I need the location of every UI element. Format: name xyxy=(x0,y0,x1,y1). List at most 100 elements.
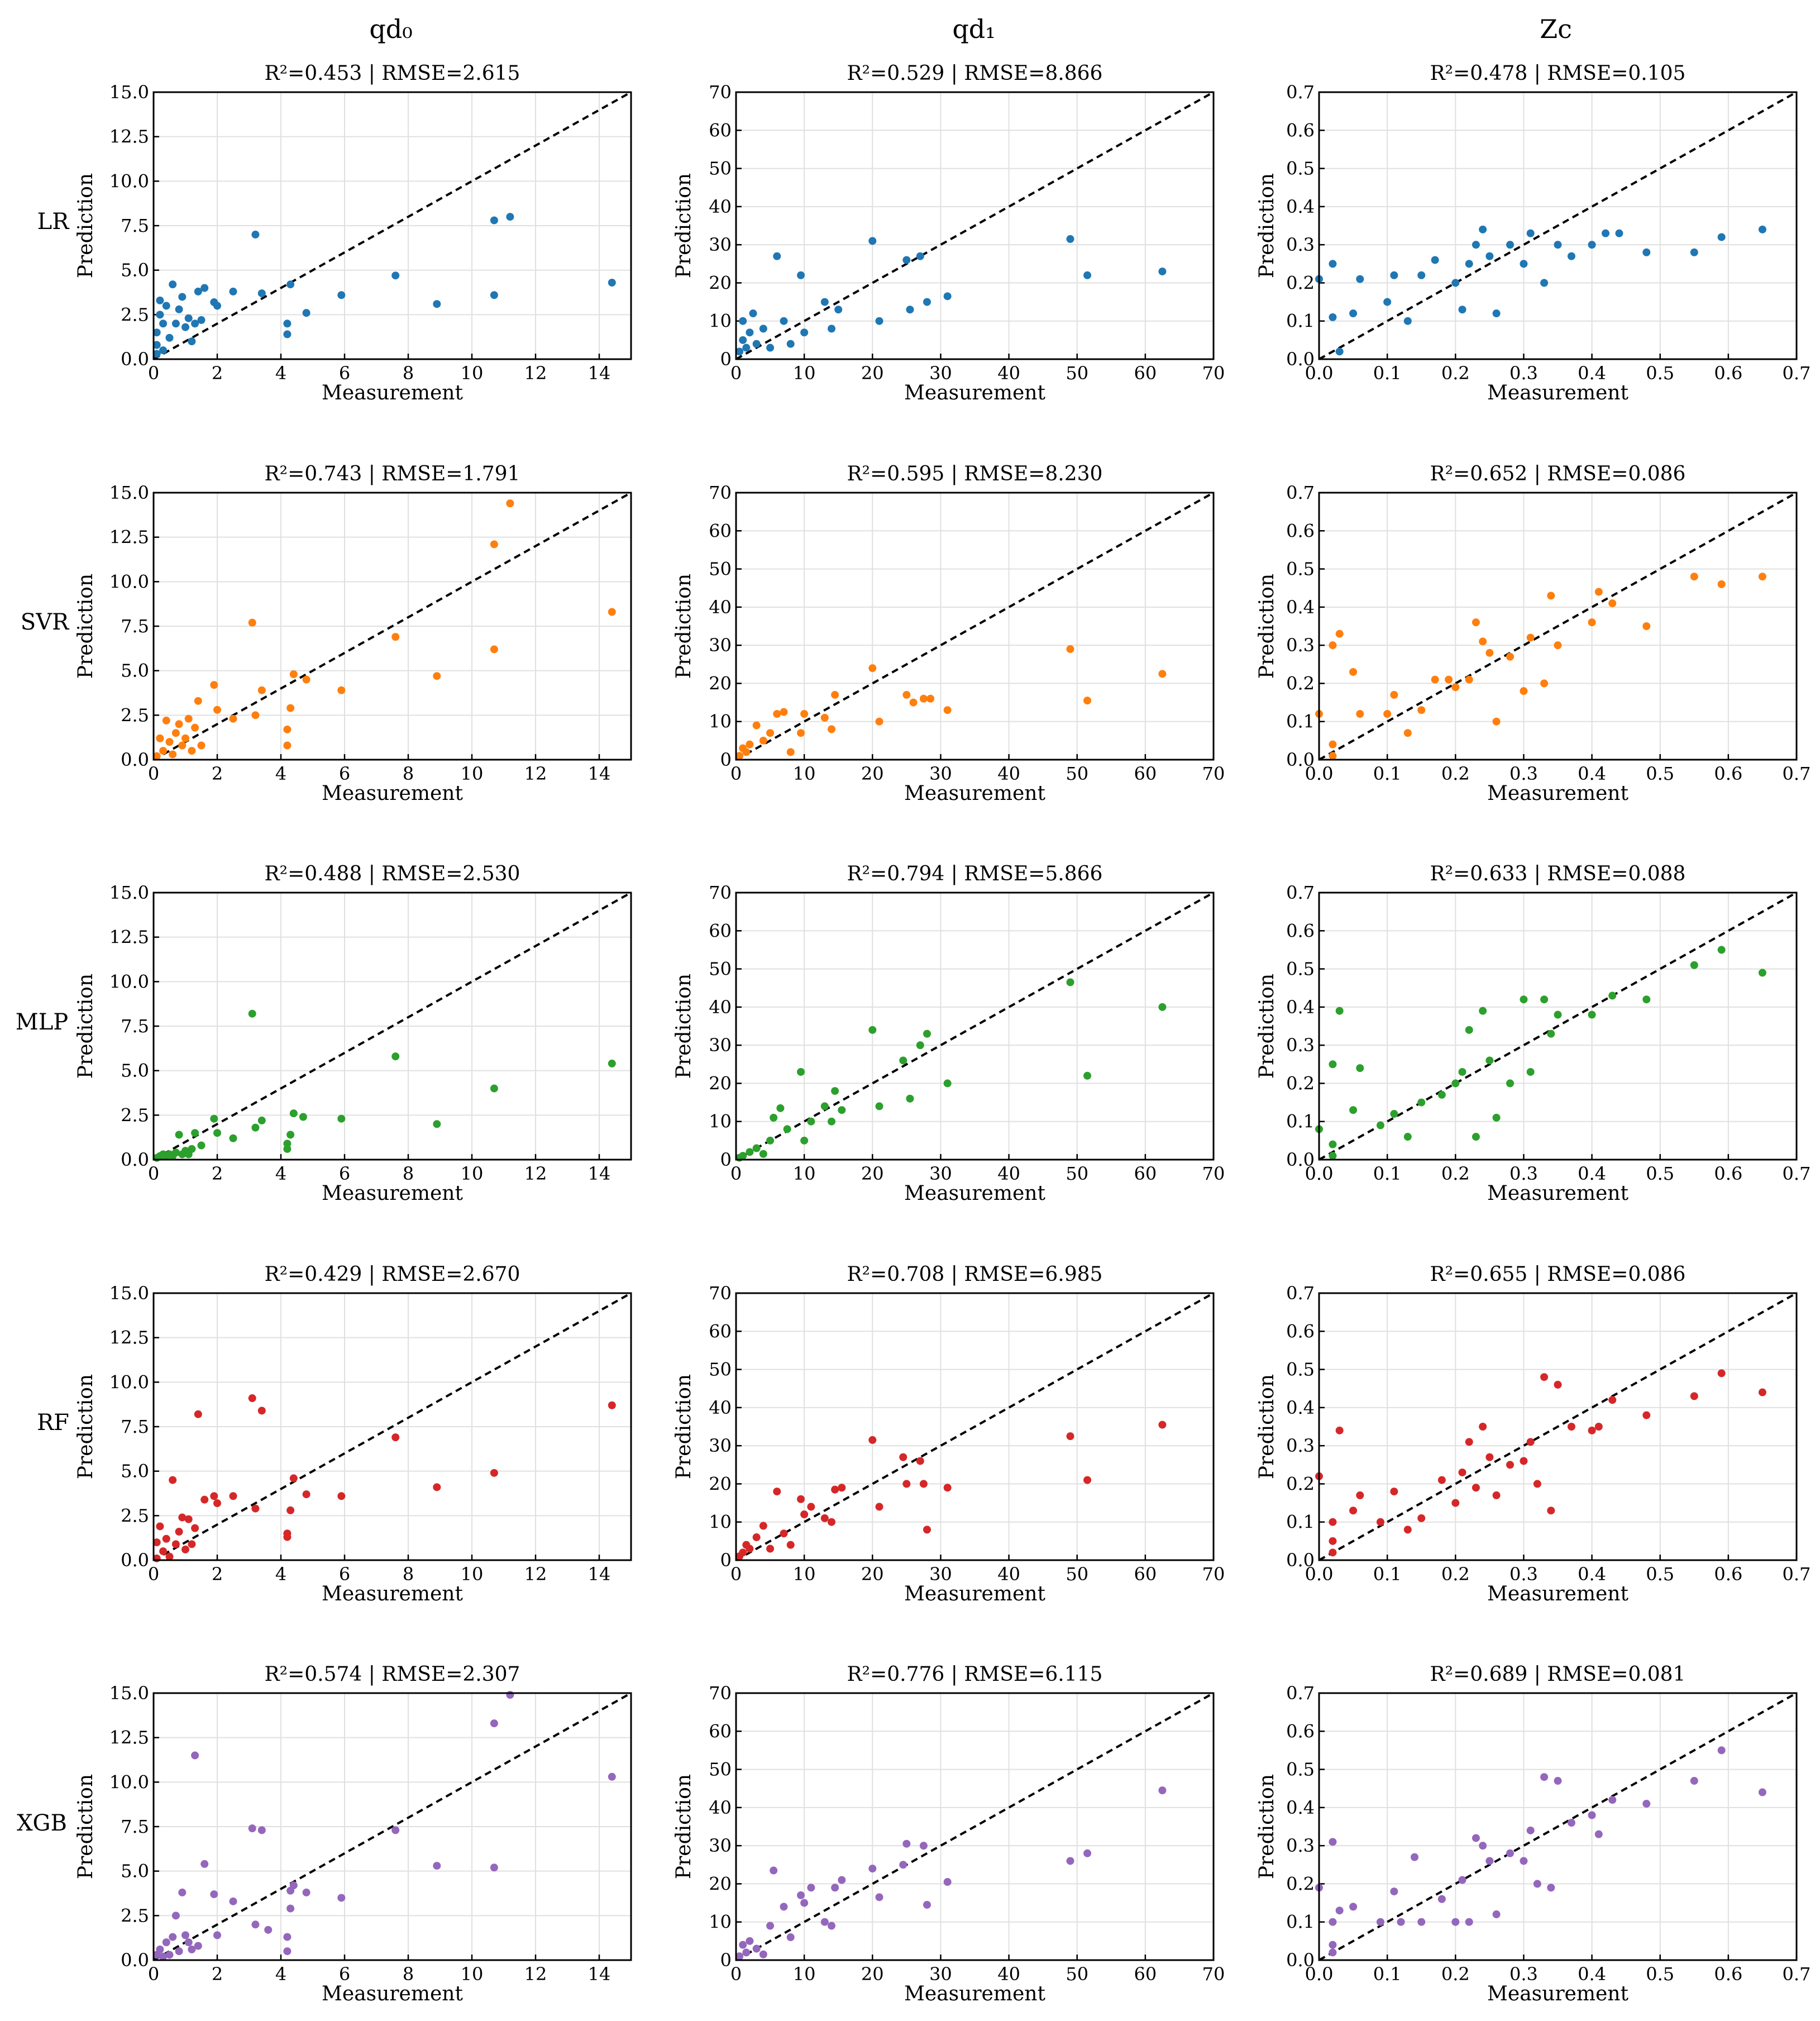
x-tick-label: 40 xyxy=(997,1963,1020,1985)
data-point xyxy=(433,1862,441,1870)
data-point xyxy=(746,1148,754,1156)
x-tick-label: 8 xyxy=(403,1163,414,1184)
x-tick-label: 0 xyxy=(730,1564,742,1585)
y-axis-label: Prediction xyxy=(1255,1774,1278,1879)
y-tick-label: 70 xyxy=(709,482,732,503)
data-point xyxy=(1356,1491,1364,1499)
data-point xyxy=(181,323,189,331)
row-label-rf: RF xyxy=(37,1410,69,1436)
data-point xyxy=(1437,1895,1446,1903)
data-point xyxy=(1717,946,1726,954)
y-tick-label: 0.0 xyxy=(121,1550,149,1571)
data-point xyxy=(838,1876,846,1884)
data-point xyxy=(169,750,177,759)
data-point xyxy=(1451,279,1460,287)
x-tick-label: 0.0 xyxy=(1305,1163,1334,1184)
y-tick-label: 0.2 xyxy=(1286,673,1315,694)
data-point xyxy=(1485,1056,1494,1065)
x-tick-label: 6 xyxy=(339,1963,350,1985)
data-point xyxy=(807,1884,815,1892)
data-point xyxy=(171,1148,180,1157)
data-point xyxy=(943,1484,952,1492)
data-point xyxy=(776,1104,785,1112)
x-tick-label: 6 xyxy=(339,363,350,384)
y-axis-label: Prediction xyxy=(74,574,97,679)
data-point xyxy=(302,309,311,317)
data-point xyxy=(159,1547,168,1556)
data-point xyxy=(742,344,751,352)
data-point xyxy=(490,216,498,225)
data-point xyxy=(899,1453,907,1461)
y-tick-label: 2.5 xyxy=(121,704,149,726)
data-point xyxy=(165,1552,174,1561)
data-point xyxy=(1376,1918,1384,1926)
x-tick-label: 2 xyxy=(212,1163,223,1184)
data-point xyxy=(1588,1010,1596,1019)
x-tick-label: 12 xyxy=(524,1163,547,1184)
panel-rf-qd1: R²=0.708 | RMSE=6.985 0 10 20 30 40 50 60 70 0 10 2… xyxy=(672,1263,1225,1605)
data-point xyxy=(1066,645,1074,653)
y-tick-label: 0.6 xyxy=(1286,1321,1315,1342)
x-tick-label: 4 xyxy=(275,1564,286,1585)
data-point xyxy=(875,1893,883,1901)
x-tick-label: 14 xyxy=(588,1163,611,1184)
data-point xyxy=(152,1538,161,1547)
data-point xyxy=(1390,1110,1398,1118)
x-tick-label: 50 xyxy=(1066,763,1088,784)
y-axis-label: Prediction xyxy=(74,173,97,278)
x-tick-label: 0.5 xyxy=(1646,1564,1674,1585)
data-point xyxy=(759,1522,767,1530)
data-point xyxy=(1520,260,1528,268)
x-tick-label: 0.7 xyxy=(1783,763,1811,784)
data-point xyxy=(1390,271,1398,279)
x-tick-label: 12 xyxy=(524,763,547,784)
data-point xyxy=(820,1514,829,1522)
y-tick-label: 0 xyxy=(720,1949,732,1971)
identity-reference-line xyxy=(1319,1292,1797,1561)
data-point xyxy=(916,1041,924,1050)
identity-reference-line xyxy=(153,1692,632,1961)
plot-frame xyxy=(1318,1292,1798,1561)
panel-title-xgb-qd1: R²=0.776 | RMSE=6.115 xyxy=(847,1663,1103,1686)
data-point xyxy=(773,1488,781,1496)
data-point xyxy=(171,1912,180,1920)
panel-mlp-zc: R²=0.633 | RMSE=0.088 0.0 0.1 0.2 0.3 0.4 0.5 0… xyxy=(1255,862,1811,1205)
data-point xyxy=(229,287,237,295)
x-tick-label: 8 xyxy=(403,363,414,384)
y-tick-label: 20 xyxy=(709,1473,732,1494)
data-point xyxy=(766,1136,775,1145)
data-point xyxy=(191,320,199,328)
x-tick-label: 20 xyxy=(861,1564,884,1585)
x-axis-label: Measurement xyxy=(322,1982,463,2005)
data-point xyxy=(152,350,161,358)
data-point xyxy=(800,328,809,337)
x-tick-label: 0.2 xyxy=(1441,1564,1470,1585)
plot-frame xyxy=(152,892,632,1161)
x-tick-label: 30 xyxy=(929,1163,952,1184)
data-point xyxy=(178,1888,187,1896)
data-point xyxy=(213,1499,221,1508)
data-point xyxy=(1690,961,1698,969)
x-tick-label: 0.1 xyxy=(1373,1163,1402,1184)
x-tick-label: 60 xyxy=(1134,763,1157,784)
panel-title-rf-qd0: R²=0.429 | RMSE=2.670 xyxy=(265,1263,520,1286)
data-point xyxy=(1717,233,1726,241)
data-point xyxy=(1526,1826,1535,1834)
x-tick-label: 14 xyxy=(588,1963,611,1985)
y-axis-label: Prediction xyxy=(1255,173,1278,278)
x-tick-label: 0.0 xyxy=(1305,1564,1334,1585)
panel-rf-qd0: R²=0.429 | RMSE=2.670 0 2 4 6 8 10 12 14 0.0 2.5 5.… xyxy=(74,1263,632,1605)
data-point xyxy=(152,328,161,337)
data-point xyxy=(1690,573,1698,581)
data-point xyxy=(786,748,795,756)
x-tick-label: 0.1 xyxy=(1373,1564,1402,1585)
panel-title-mlp-qd1: R²=0.794 | RMSE=5.866 xyxy=(847,862,1103,885)
y-tick-label: 12.5 xyxy=(109,1727,149,1748)
data-point xyxy=(286,1131,295,1139)
data-point xyxy=(289,1474,298,1483)
data-point xyxy=(248,1394,256,1403)
y-tick-label: 0.4 xyxy=(1286,597,1315,618)
y-tick-label: 15.0 xyxy=(109,1283,149,1304)
data-point xyxy=(302,1490,311,1499)
y-tick-label: 50 xyxy=(709,959,732,980)
